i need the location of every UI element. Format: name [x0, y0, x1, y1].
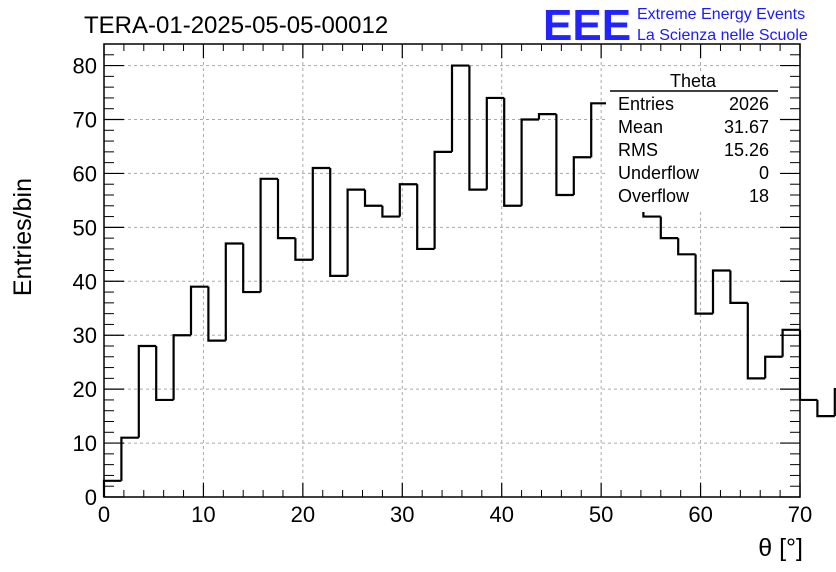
- histogram-bin: [520, 118, 539, 206]
- stats-label: Mean: [618, 117, 663, 137]
- histogram-bin: [416, 184, 435, 251]
- histogram-bin: [798, 329, 818, 402]
- y-tick-label: 80: [73, 54, 97, 79]
- histogram-bin: [381, 205, 400, 218]
- chart-title: TERA-01-2025-05-05-00012: [84, 12, 388, 39]
- histogram-bin: [311, 166, 331, 260]
- y-tick-label: 20: [73, 377, 97, 402]
- y-tick-label: 50: [73, 215, 97, 240]
- histogram-bin: [450, 64, 470, 152]
- histogram-bin: [694, 254, 713, 315]
- brand-line-2: La Scienza nelle Scuole: [637, 27, 808, 44]
- stats-label: Underflow: [618, 163, 700, 183]
- x-tick-label: 10: [191, 502, 215, 527]
- histogram-bin: [189, 285, 209, 336]
- histogram-bin: [781, 328, 800, 357]
- histogram-bin: [276, 178, 296, 240]
- y-tick-label: 30: [73, 323, 97, 348]
- brand-line-1: Extreme Energy Events: [637, 6, 805, 23]
- y-tick-label: 40: [73, 269, 97, 294]
- histogram-bin: [259, 177, 278, 293]
- histogram-bin: [363, 189, 383, 207]
- y-tick-label: 70: [73, 108, 97, 133]
- histogram-bin: [485, 96, 505, 190]
- histogram-bin: [711, 269, 731, 314]
- x-tick-label: 60: [688, 502, 712, 527]
- stats-value: 18: [749, 186, 769, 206]
- y-tick-label: 10: [73, 431, 97, 456]
- eee-logo: EEE: [543, 1, 631, 50]
- stats-value: 31.67: [724, 117, 769, 137]
- histogram-bin: [224, 242, 244, 341]
- stats-box: Theta Entries 2026 Mean 31.67 RMS 15.26 Underf…: [606, 71, 780, 212]
- stats-value: 2026: [729, 94, 769, 114]
- histogram-bin: [816, 399, 835, 418]
- x-tick-label: 30: [390, 502, 414, 527]
- histogram-bin: [242, 243, 261, 294]
- stats-label: Overflow: [618, 186, 690, 206]
- histogram-bin: [294, 238, 313, 261]
- histogram-bin: [537, 113, 557, 120]
- stats-label: Entries: [618, 94, 674, 114]
- histogram-bin: [207, 286, 226, 342]
- y-tick-label: 60: [73, 161, 97, 186]
- x-tick-label: 50: [589, 502, 613, 527]
- histogram-bin: [729, 270, 748, 304]
- histogram-bin: [172, 334, 191, 400]
- histogram-bin: [120, 436, 139, 481]
- stats-box-background: [606, 72, 780, 212]
- histogram-bin: [468, 65, 487, 191]
- x-tick-label: 20: [291, 502, 315, 527]
- x-tick-labels: 0 10 20 30 40 50 60 70: [98, 502, 812, 527]
- histogram-bin: [503, 97, 522, 207]
- histogram-bin: [137, 344, 157, 438]
- y-tick-label: 0: [85, 485, 97, 510]
- axis-ticks: [103, 43, 801, 498]
- stats-box-title: Theta: [670, 71, 717, 91]
- histogram-bin: [659, 216, 679, 240]
- histogram-bin: [102, 479, 122, 497]
- histogram-bin: [590, 102, 609, 158]
- x-tick-label: 40: [489, 502, 513, 527]
- histogram-bin: [329, 168, 348, 277]
- x-tick-label: 0: [98, 502, 110, 527]
- stats-label: RMS: [618, 140, 658, 160]
- histogram-bin: [833, 388, 836, 417]
- histogram-bin: [746, 302, 766, 380]
- histogram-bin: [677, 238, 696, 256]
- y-axis-label: Entries/bin: [9, 178, 37, 296]
- stats-rows: Entries 2026 Mean 31.67 RMS 15.26 Underflow 0 Ov…: [618, 94, 769, 206]
- histogram-bins: [102, 64, 836, 497]
- x-tick-label: 70: [788, 502, 812, 527]
- histogram-bin: [398, 183, 418, 217]
- histogram-bin: [346, 188, 365, 276]
- histogram-bin: [555, 114, 574, 197]
- y-tick-labels: 0 10 20 30 40 50 60 70 80: [73, 54, 97, 510]
- histogram-bin: [433, 150, 452, 249]
- histogram-bin: [764, 355, 783, 379]
- stats-value: 0: [759, 163, 769, 183]
- stats-value: 15.26: [724, 140, 769, 160]
- histogram-bin: [155, 346, 174, 402]
- histogram-bin: [572, 156, 592, 195]
- x-axis-label: θ [°]: [758, 534, 803, 562]
